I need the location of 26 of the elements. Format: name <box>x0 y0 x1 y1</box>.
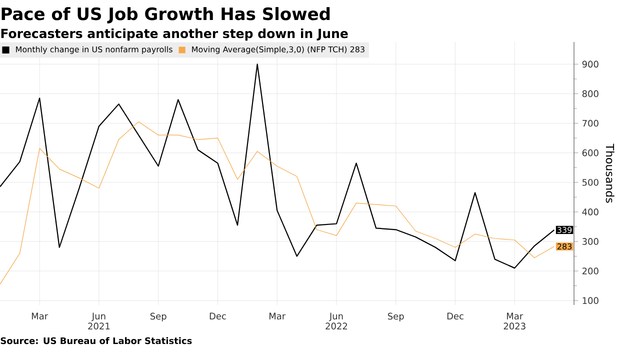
y-tick-label: 600 <box>582 149 598 156</box>
y-tick-label: 100 <box>582 297 598 304</box>
y-tick-label: 300 <box>582 238 598 245</box>
x-tick-label: Mar <box>32 312 48 320</box>
data-label: 339 <box>558 226 572 233</box>
y-tick-label: 900 <box>582 60 598 68</box>
x-tick-label: Mar <box>269 312 286 320</box>
y-tick-label: 700 <box>582 120 598 127</box>
x-tick-label: Jun 2021 <box>88 312 110 330</box>
chart-title: Pace of US Job Growth Has Slowed <box>2 7 330 24</box>
data-label: 283 <box>557 243 572 250</box>
legend-label: Monthly change in US nonfarm payrolls <box>16 46 172 54</box>
y-tick-label: 500 <box>582 178 598 186</box>
x-tick-label: Dec <box>210 312 226 320</box>
chart-subtitle: Forecasters anticipate another step down in June <box>1 28 348 41</box>
y-tick-label: 400 <box>582 208 598 216</box>
legend-label: Moving Average(Simple,3,0) (NFP TCH) 283 <box>192 46 364 54</box>
y-tick-label: 800 <box>582 90 598 98</box>
x-tick-label: Sep <box>388 312 404 322</box>
x-tick-label: Dec <box>447 312 464 320</box>
x-tick-label: Sep <box>150 312 166 322</box>
source-note: Source: US Bureau of Labor Statistics <box>0 337 192 344</box>
y-tick-label: 200 <box>582 268 598 274</box>
x-tick-label: Jun 2022 <box>326 312 348 330</box>
x-tick-label: Mar 2023 <box>504 312 526 330</box>
y-axis-title: Thousands <box>606 144 614 203</box>
